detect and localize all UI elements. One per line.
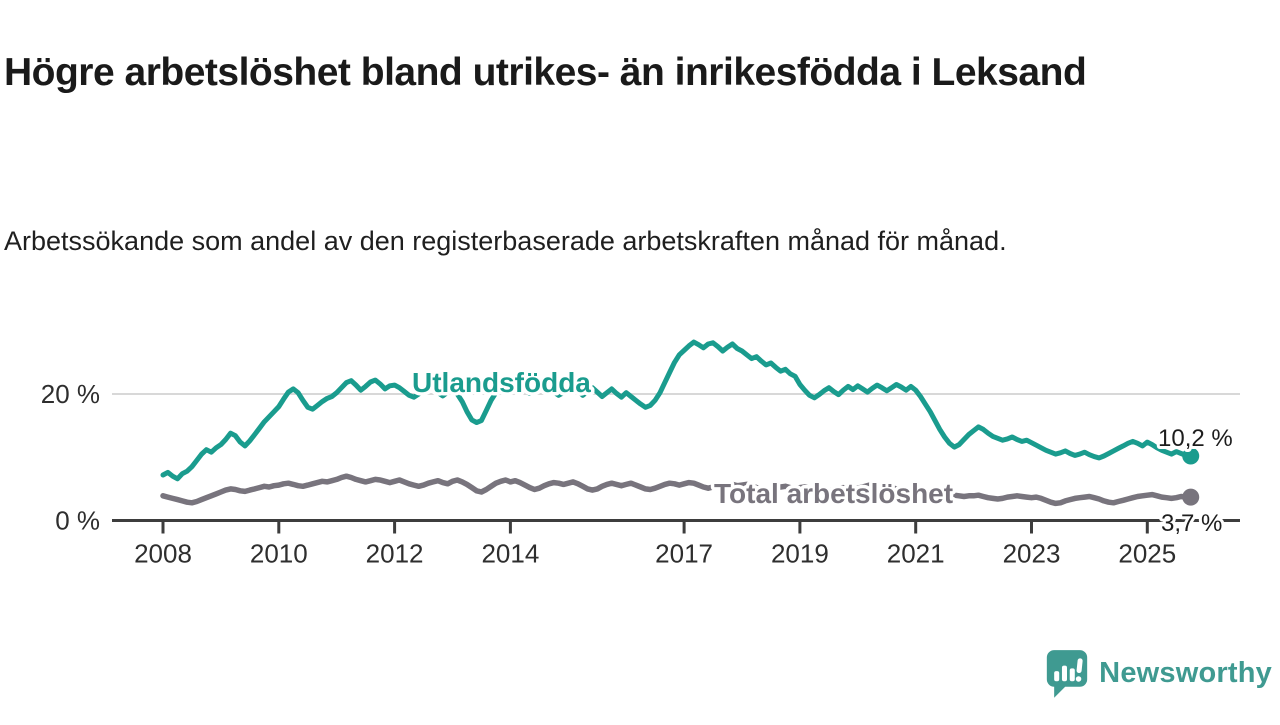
x-tick-label: 2017 [655,539,713,569]
series-label-total: Total arbetslöshet [714,478,953,509]
newsworthy-bubble-chart-icon [1047,650,1088,698]
x-tick-label: 2008 [134,539,192,569]
series-end-dot [1182,447,1200,465]
y-tick-label: 0 % [55,506,100,536]
series-line-total [160,473,1194,507]
series-end-value-label: 10,2 % [1158,425,1233,452]
newsworthy-logo: Newsworthy [1045,648,1272,698]
series-line-utlandsfodda [160,339,1194,482]
page-title: Högre arbetslöshet bland utrikes- än inr… [4,51,1087,95]
series-end-value-label: 3,7 % [1161,510,1222,537]
x-tick-label: 2021 [887,539,945,569]
x-tick-label: 2019 [771,539,829,569]
x-tick-label: 2014 [481,539,539,569]
chart-subtitle: Arbetssökande som andel av den registerb… [4,226,1007,256]
series-label-utlandsfodda: Utlandsfödda [412,367,591,398]
x-tick-label: 2010 [250,539,308,569]
series-end-dot [1182,488,1200,506]
newsworthy-wordmark: Newsworthy [1099,656,1272,689]
x-tick-label: 2012 [366,539,424,569]
y-tick-label: 20 % [41,379,100,409]
x-tick-label: 2025 [1118,539,1176,569]
x-tick-label: 2023 [1003,539,1061,569]
